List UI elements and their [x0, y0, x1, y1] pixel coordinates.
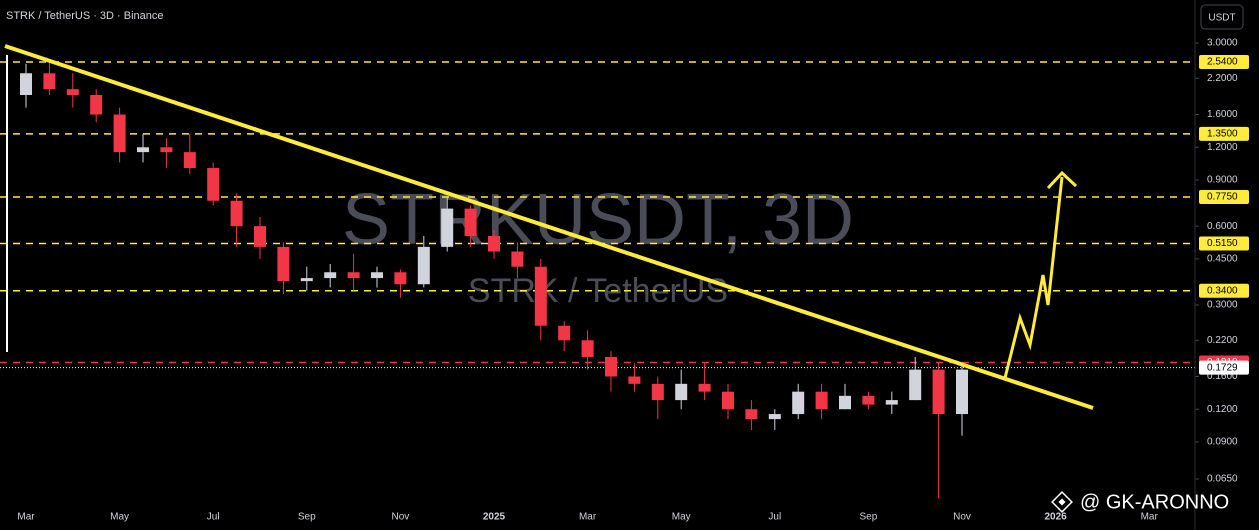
level-line-tag [1199, 236, 1249, 251]
level-line-label: 0.7750 [1207, 192, 1238, 203]
candle-body [441, 208, 454, 247]
watermark: STRKUSDT, 3D [342, 180, 854, 260]
y-tick-label: 0.1600 [1207, 371, 1238, 382]
candle-body [909, 369, 922, 401]
candle-body [651, 383, 664, 401]
y-tick-label: 0.4500 [1207, 253, 1238, 264]
y-tick-label: 3.0000 [1207, 38, 1238, 49]
x-tick-label: Nov [392, 512, 410, 523]
candle-body [254, 226, 266, 247]
y-tick-label: 0.0900 [1207, 437, 1238, 448]
level-line-label: 0.3400 [1207, 285, 1238, 296]
y-tick-label: 0.2200 [1207, 335, 1238, 346]
x-tick-label: Mar [579, 512, 597, 523]
x-tick-label: 2026 [1044, 512, 1067, 523]
candle-body [862, 395, 875, 405]
candle-body [113, 114, 126, 153]
candle-body [956, 369, 968, 415]
x-tick-label: 2025 [483, 512, 506, 523]
candle-body [347, 272, 360, 279]
currency-button[interactable] [1200, 4, 1244, 30]
candle-body [628, 376, 641, 384]
candle-body [277, 246, 290, 282]
candle-body [464, 208, 477, 237]
candle-body [605, 356, 617, 377]
plot [0, 42, 1199, 498]
last-price-tag [1199, 360, 1249, 375]
y-tick-label: 0.3000 [1207, 300, 1238, 311]
candle-body [581, 340, 594, 357]
candle-body [745, 409, 758, 420]
level-line-label: 2.5400 [1207, 57, 1238, 68]
candle-body [20, 73, 32, 96]
candle-body [768, 414, 781, 420]
credit: @ GK-ARONNO [1080, 491, 1229, 513]
candle-body [932, 369, 945, 415]
candle-body [371, 272, 383, 279]
y-tick-label: 0.1200 [1207, 404, 1238, 415]
last-price-label: 0.1729 [1207, 362, 1238, 373]
y-tick-label: 0.0650 [1207, 474, 1238, 485]
y-tick-label: 1.2000 [1207, 142, 1238, 153]
level-line-tag [1199, 54, 1249, 69]
y-tick-label: 1.6000 [1207, 109, 1238, 120]
x-tick-label: Nov [953, 512, 971, 523]
level-line-tag [1199, 283, 1249, 298]
candle-body [230, 200, 243, 227]
candle-body [207, 168, 220, 201]
level-line-tag [1199, 126, 1249, 141]
candle-body [534, 266, 547, 326]
level-line-tag [1199, 190, 1249, 205]
x-tick-label: Sep [298, 512, 316, 523]
x-tick-label: May [672, 512, 691, 523]
y-tick-label: 0.6000 [1207, 221, 1238, 232]
candle-body [43, 73, 56, 90]
y-tick-label: 2.2000 [1207, 73, 1238, 84]
candle-body [839, 395, 851, 410]
candle-body [324, 272, 337, 279]
candle-body [488, 236, 500, 252]
projection-arrow [1003, 176, 1064, 379]
candle-body [300, 278, 313, 282]
candle-body [885, 400, 898, 405]
level-line-label: 0.5150 [1207, 238, 1238, 249]
candle-body [698, 383, 711, 392]
chart-title: STRK / TetherUS · 3D · Binance [6, 10, 164, 22]
candle-body [183, 152, 196, 169]
x-tick-label: Mar [1141, 512, 1159, 523]
candle-body [792, 391, 805, 415]
candle-body [675, 383, 688, 401]
candle-body [66, 89, 79, 96]
x-tick-label: May [110, 512, 129, 523]
candle-body [160, 147, 173, 153]
x-tick-label: Jul [207, 512, 220, 523]
candle-body [417, 246, 430, 285]
candle-body [394, 272, 407, 285]
candle-body [722, 391, 734, 410]
candle-body [137, 147, 149, 153]
currency-button-label[interactable]: USDT [1208, 13, 1235, 24]
arrow-head [1046, 170, 1078, 190]
level-line-label: 1.3500 [1207, 129, 1238, 140]
candle-body [90, 95, 103, 115]
candle-body [815, 391, 828, 410]
trendline [4, 44, 1094, 410]
x-tick-label: Mar [17, 512, 35, 523]
candle-body [558, 325, 571, 341]
y-tick-label: 0.9000 [1207, 175, 1238, 186]
x-tick-label: Sep [860, 512, 878, 523]
x-tick-label: Jul [768, 512, 781, 523]
candle-body [511, 251, 524, 267]
